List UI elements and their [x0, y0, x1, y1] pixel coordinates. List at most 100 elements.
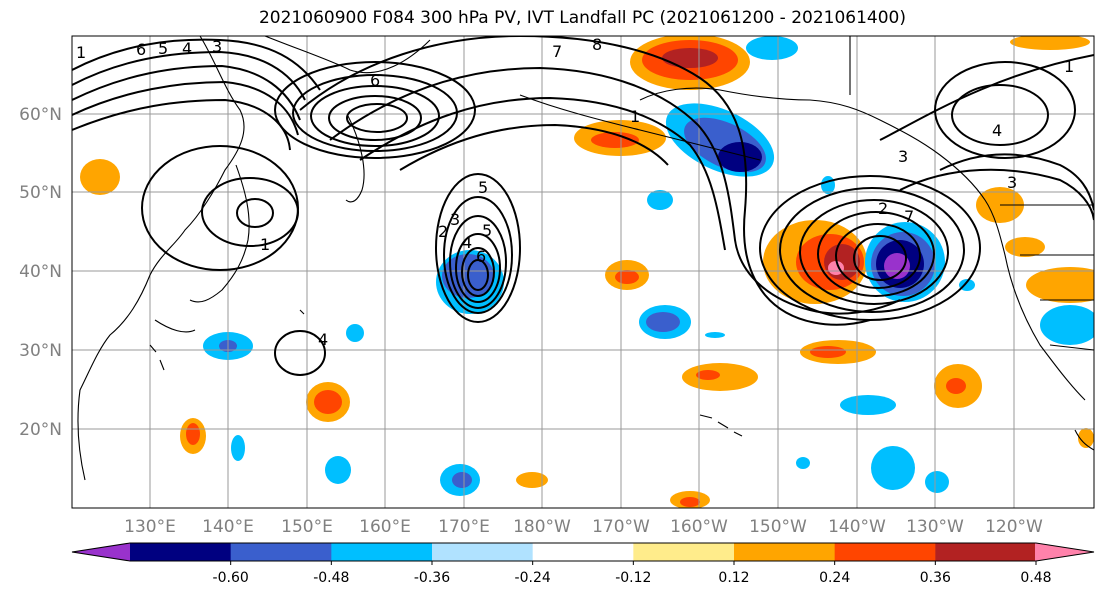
colorbar-outline [71, 542, 1095, 562]
map-title: 2021060900 F084 300 hPa PV, IVT Landfall… [258, 8, 906, 28]
shade-g [871, 446, 915, 490]
shade-west-orange [80, 159, 120, 195]
colorbar-segment [935, 543, 1037, 561]
longitude-label: 180°W [513, 517, 571, 537]
colorbar-segment [532, 543, 634, 561]
shade-alaska-positive [630, 36, 750, 90]
shade-o-core [452, 472, 472, 488]
contour-label: 4 [992, 121, 1002, 140]
colorbar-extend-high [1035, 543, 1094, 561]
contour-label: 4 [182, 39, 192, 58]
shade-d-core [810, 346, 846, 358]
shade-t [959, 279, 975, 291]
colorbar-segment [230, 543, 332, 561]
contour-label: 3 [898, 147, 908, 166]
longitude-label: 150°E [281, 517, 333, 537]
latitude-label: 40°N [19, 262, 62, 282]
colorbar-segment [331, 543, 433, 561]
colorbar-tick-label: -0.12 [615, 570, 651, 586]
longitude-label: 170°W [592, 517, 650, 537]
shade-h [925, 471, 949, 493]
contour-label: 7 [552, 42, 562, 61]
contour-label: 6 [476, 247, 486, 266]
colorbar-tick-label: 0.24 [819, 570, 850, 586]
contour-label: 6 [136, 40, 146, 59]
shade-top-orange [1010, 36, 1090, 50]
longitude-label: 160°E [359, 517, 411, 537]
contour-label: 7 [904, 207, 914, 226]
contour-label: 3 [450, 210, 460, 229]
contour-label: 3 [1007, 173, 1017, 192]
shade-top-blue [746, 36, 798, 60]
longitude-label: 130°E [124, 517, 176, 537]
contour-label: 5 [478, 178, 488, 197]
contour-label: 6 [370, 71, 380, 90]
shade-e-core [946, 378, 966, 394]
longitude-label: 160°W [670, 517, 728, 537]
contour-label: 4 [318, 330, 328, 349]
colorbar-tick-label: 0.36 [920, 570, 951, 586]
shade-coast-orange2 [1005, 237, 1045, 257]
shade-n [325, 456, 351, 484]
colorbar: -0.60 -0.48 -0.36 -0.24 -0.12 0.12 0.24 0.36 0.4… [71, 542, 1095, 586]
contour-label: 2 [878, 199, 888, 218]
contour-label: 5 [482, 221, 492, 240]
contour-label: 4 [462, 233, 472, 252]
shade-a-core [615, 270, 639, 284]
colorbar-extend-low [72, 543, 131, 561]
pv-contours [72, 36, 1094, 376]
colorbar-tick-label: -0.36 [414, 570, 450, 586]
contour-label: 1 [1064, 57, 1074, 76]
contour-label: 5 [158, 39, 168, 58]
shade-b-core [646, 312, 680, 332]
longitude-label: 120°W [985, 517, 1043, 537]
shade-s [821, 176, 835, 194]
colorbar-segment [734, 543, 836, 561]
shade-c-core [696, 370, 720, 380]
colorbar-tick-label: 0.12 [718, 570, 749, 586]
shade-l [231, 435, 245, 461]
shade-r [647, 190, 673, 210]
latitude-label: 50°N [19, 183, 62, 203]
colorbar-tick-label: -0.48 [313, 570, 349, 586]
shade-m [346, 324, 364, 342]
latitude-label: 20°N [19, 420, 62, 440]
colorbar-tick-label: -0.60 [213, 570, 249, 586]
plot-frame [71, 35, 1095, 509]
colorbar-segment [633, 543, 735, 561]
grid-lines [72, 36, 1094, 508]
contour-label: 1 [76, 43, 86, 62]
latitude-label: 30°N [19, 341, 62, 361]
shade-q-core [680, 497, 700, 507]
colorbar-segment [432, 543, 534, 561]
latitude-labels: 60°N 50°N 40°N 30°N 20°N [19, 105, 62, 440]
contour-label: 2 [438, 222, 448, 241]
colorbar-segment [130, 543, 232, 561]
contour-label: 1 [630, 107, 640, 126]
shade-p [516, 472, 548, 488]
longitude-label: 170°E [438, 517, 490, 537]
longitude-label: 140°E [202, 517, 254, 537]
contour-labels: 1 6 5 4 3 7 8 6 1 1 3 4 1 2 3 4 5 6 7 2 … [76, 35, 1074, 349]
shade-k-core [186, 423, 200, 445]
longitude-label: 140°W [828, 517, 886, 537]
longitude-label: 150°W [749, 517, 807, 537]
shade-w [705, 332, 725, 338]
contour-label: 3 [212, 37, 222, 56]
shade-c [682, 363, 758, 391]
shade-u [796, 457, 810, 469]
latitude-label: 60°N [19, 105, 62, 125]
contour-label: 8 [592, 35, 602, 54]
colorbar-segment [834, 543, 936, 561]
shade-j-core [314, 390, 342, 414]
shade-v [1078, 428, 1094, 448]
longitude-label: 130°W [906, 517, 964, 537]
shade-us-blue [1040, 305, 1094, 345]
longitude-labels: 130°E 140°E 150°E 160°E 170°E 180°W 170°W 160°W… [124, 517, 1043, 537]
contour-label: 1 [260, 235, 270, 254]
shade-us-orange [1026, 267, 1094, 303]
colorbar-tick-label: 0.48 [1020, 570, 1051, 586]
colorbar-tick-label: -0.24 [515, 570, 551, 586]
shade-f [840, 395, 896, 415]
